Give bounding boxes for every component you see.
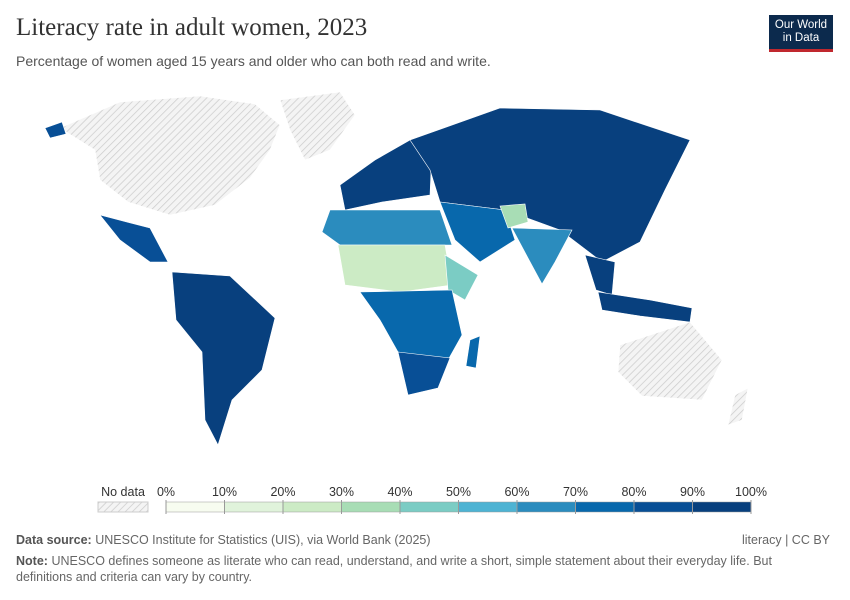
legend-tick-label: 0% <box>157 485 175 499</box>
legend-bin <box>341 501 401 513</box>
horn[interactable] <box>444 254 479 301</box>
legend-bin <box>224 501 284 513</box>
map: No data 0% 10% 20% 30% 40% 50% 60% 70% 80% 90% 100… <box>44 91 767 514</box>
southern-africa[interactable] <box>397 351 451 396</box>
note: Note: UNESCO defines someone as literate… <box>16 553 806 585</box>
legend-tick-label: 60% <box>504 485 529 499</box>
sahel[interactable] <box>337 244 453 293</box>
source: Data source: UNESCO Institute for Statis… <box>16 533 431 547</box>
legend-tick-label: 80% <box>621 485 646 499</box>
no-data-label: No data <box>101 485 145 499</box>
logo[interactable]: Our World in Data <box>769 15 833 52</box>
legend-bin <box>516 501 576 513</box>
source-label: Data source: <box>16 533 92 547</box>
afghanistan[interactable] <box>499 203 529 229</box>
legend-bin <box>633 501 693 513</box>
new-zealand[interactable] <box>727 387 749 426</box>
legend-tick-label: 10% <box>212 485 237 499</box>
legend-tick-label: 70% <box>563 485 588 499</box>
greenland[interactable] <box>279 91 356 161</box>
legend-tick-label: 100% <box>735 485 767 499</box>
source-text: UNESCO Institute for Statistics (UIS), v… <box>95 533 431 547</box>
north-america[interactable] <box>59 95 281 216</box>
logo-line: Our World <box>774 19 828 31</box>
central-america[interactable] <box>99 214 169 263</box>
legend-bin <box>282 501 342 513</box>
note-text: UNESCO defines someone as literate who c… <box>16 554 772 584</box>
australia[interactable] <box>617 321 723 401</box>
note-label: Note: <box>16 554 48 568</box>
legend-tick-label: 30% <box>329 485 354 499</box>
southeast-asia[interactable] <box>584 254 616 296</box>
south-america[interactable] <box>171 271 276 446</box>
central-africa[interactable] <box>359 289 463 361</box>
indonesia[interactable] <box>597 291 693 323</box>
no-data-swatch <box>97 501 149 513</box>
legend-bin <box>692 501 752 513</box>
subtitle: Percentage of women aged 15 years and ol… <box>16 53 491 69</box>
alaska-island[interactable] <box>44 121 67 139</box>
title: Literacy rate in adult women, 2023 <box>16 14 368 41</box>
legend-bin <box>165 501 225 513</box>
south-asia[interactable] <box>511 227 573 285</box>
russia-asia[interactable] <box>409 107 691 263</box>
middle-east[interactable] <box>439 201 516 263</box>
legend-bin <box>458 501 518 513</box>
legend-tick-label: 40% <box>387 485 412 499</box>
legend-bin <box>399 501 459 513</box>
north-africa[interactable] <box>321 209 453 246</box>
logo-line: in Data <box>782 32 820 44</box>
license[interactable]: literacy | CC BY <box>742 533 830 547</box>
madagascar[interactable] <box>465 335 481 369</box>
countries <box>44 91 749 446</box>
legend-bin <box>575 501 635 513</box>
legend: No data 0% 10% 20% 30% 40% 50% 60% 70% 80% 90% 100… <box>97 485 767 514</box>
legend-tick-label: 90% <box>680 485 705 499</box>
legend-tick-label: 20% <box>270 485 295 499</box>
legend-tick-label: 50% <box>446 485 471 499</box>
